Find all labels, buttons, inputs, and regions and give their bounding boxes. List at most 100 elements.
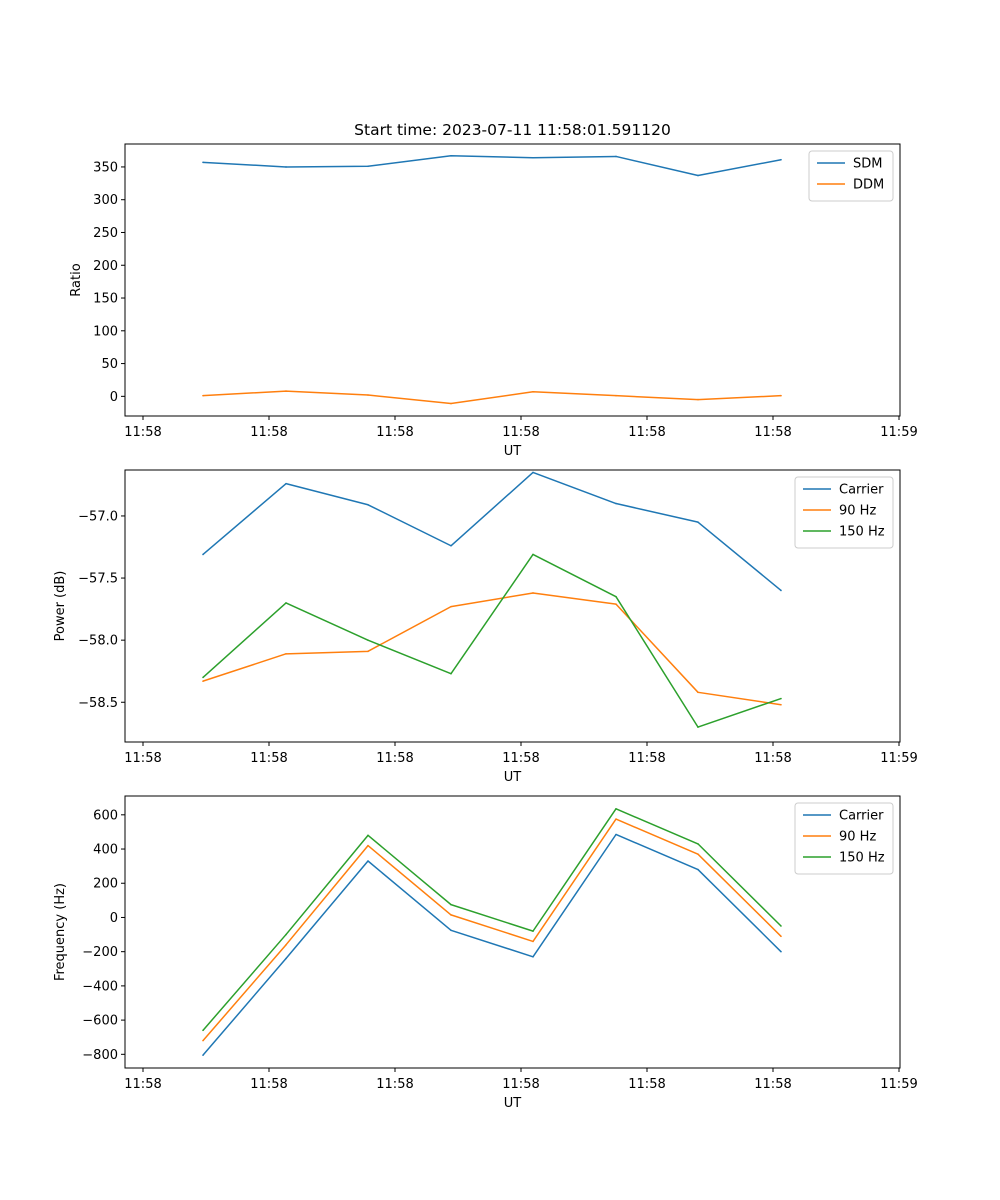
y-tick-label: 150 xyxy=(93,292,118,307)
x-tick-label: 11:58 xyxy=(754,1077,791,1092)
x-tick-label: 11:58 xyxy=(502,751,539,766)
series-line-150-hz xyxy=(202,553,782,728)
y-tick-label: 350 xyxy=(93,160,118,175)
x-tick-label: 11:58 xyxy=(502,1077,539,1092)
data-point xyxy=(615,394,617,397)
y-tick-label: −800 xyxy=(82,1048,118,1063)
data-point xyxy=(285,482,287,485)
x-tick-label: 11:58 xyxy=(628,751,665,766)
data-point xyxy=(367,394,369,396)
y-tick-label: 0 xyxy=(110,390,118,405)
data-point xyxy=(532,156,534,159)
data-point xyxy=(367,639,369,641)
x-tick-label: 11:58 xyxy=(376,751,413,766)
series-line-sdm xyxy=(202,155,782,177)
data-point xyxy=(615,595,617,598)
series-line-90-hz xyxy=(202,818,782,1042)
data-point xyxy=(202,394,204,397)
series-line-150-hz xyxy=(202,808,782,1031)
x-tick-label: 11:58 xyxy=(124,751,161,766)
x-tick-label: 11:58 xyxy=(376,1077,413,1092)
data-point xyxy=(367,650,369,653)
data-point xyxy=(615,808,617,810)
x-tick-label: 11:58 xyxy=(502,425,539,440)
y-tick-label: −200 xyxy=(82,945,118,960)
data-point xyxy=(285,166,287,168)
legend: SDM DDM xyxy=(808,150,894,202)
x-tick-label: 11:58 xyxy=(124,1077,161,1092)
data-point xyxy=(697,853,699,855)
legend-entry-label: DDM xyxy=(853,178,884,193)
y-axis-label: Frequency (Hz) xyxy=(53,883,68,981)
data-point xyxy=(367,165,369,168)
data-point xyxy=(532,940,534,943)
data-point xyxy=(202,676,204,679)
legend-entry-label: SDM xyxy=(853,157,882,172)
legend-entry-label: Carrier xyxy=(839,809,884,824)
data-point xyxy=(367,844,369,847)
series-line-ddm xyxy=(202,390,782,405)
chart-panel-3: −800 −600 −400 −200 0 200 400 600 11:58 11:58 11:5… xyxy=(53,795,918,1111)
data-point xyxy=(780,589,782,592)
data-point xyxy=(450,929,452,932)
legend-entry-label: 150 Hz xyxy=(839,851,885,866)
x-tick-label: 11:58 xyxy=(250,751,287,766)
data-point xyxy=(532,553,534,556)
data-point xyxy=(202,553,204,556)
data-point xyxy=(532,956,534,958)
y-tick-label: −400 xyxy=(82,979,118,994)
legend-entry-label: 150 Hz xyxy=(839,525,885,540)
data-point xyxy=(532,930,534,932)
series-line-carrier xyxy=(202,833,782,1056)
x-axis-label: UT xyxy=(504,444,522,459)
data-point xyxy=(202,1054,204,1056)
x-tick-label: 11:58 xyxy=(754,751,791,766)
data-point xyxy=(780,158,782,161)
data-point xyxy=(285,944,287,946)
y-tick-label: −57.5 xyxy=(78,572,118,587)
data-point xyxy=(450,672,452,675)
y-tick-label: 250 xyxy=(93,226,118,241)
data-point xyxy=(202,1029,204,1032)
y-axis-label: Ratio xyxy=(69,263,84,296)
y-axis-label: Power (dB) xyxy=(53,571,68,642)
legend: Carrier 90 Hz 150 Hz xyxy=(794,476,894,549)
data-point xyxy=(780,925,782,927)
y-tick-label: −58.0 xyxy=(78,634,118,649)
data-point xyxy=(780,697,782,700)
data-point xyxy=(780,703,782,706)
legend: Carrier 90 Hz 150 Hz xyxy=(794,802,894,875)
data-point xyxy=(780,935,782,938)
data-point xyxy=(367,860,369,862)
x-tick-label: 11:59 xyxy=(880,425,917,440)
data-point xyxy=(285,957,287,960)
data-point xyxy=(450,544,452,547)
data-point xyxy=(615,818,617,820)
y-tick-label: 0 xyxy=(110,911,118,926)
x-tick-label: 11:58 xyxy=(124,425,161,440)
data-point xyxy=(532,592,534,594)
data-point xyxy=(615,502,617,505)
y-tick-label: 200 xyxy=(93,259,118,274)
chart-panel-1: 0 50 100 150 200 250 300 350 11:58 11:58 11:58 11:5… xyxy=(69,143,918,459)
plot-area-frame xyxy=(124,795,901,1069)
y-tick-label: 200 xyxy=(93,877,118,892)
x-tick-label: 11:58 xyxy=(628,1077,665,1092)
chart-panel-2: −57.0 −57.5 −58.0 −58.5 11:58 11:58 11:58 11:58… xyxy=(53,469,918,785)
x-tick-label: 11:58 xyxy=(376,425,413,440)
data-point xyxy=(367,503,369,506)
data-point xyxy=(285,653,287,655)
data-point xyxy=(780,394,782,397)
y-tick-label: 100 xyxy=(93,324,118,339)
data-point xyxy=(450,914,452,916)
data-point xyxy=(697,726,699,728)
series-line-90-hz xyxy=(202,592,782,706)
data-point xyxy=(780,950,782,953)
y-tick-label: −57.0 xyxy=(78,509,118,524)
data-point xyxy=(285,602,287,604)
y-tick-label: 600 xyxy=(93,808,118,823)
plot-area-frame xyxy=(124,469,901,743)
data-point xyxy=(202,680,204,682)
x-tick-label: 11:58 xyxy=(250,1077,287,1092)
legend-entry-label: Carrier xyxy=(839,483,884,498)
